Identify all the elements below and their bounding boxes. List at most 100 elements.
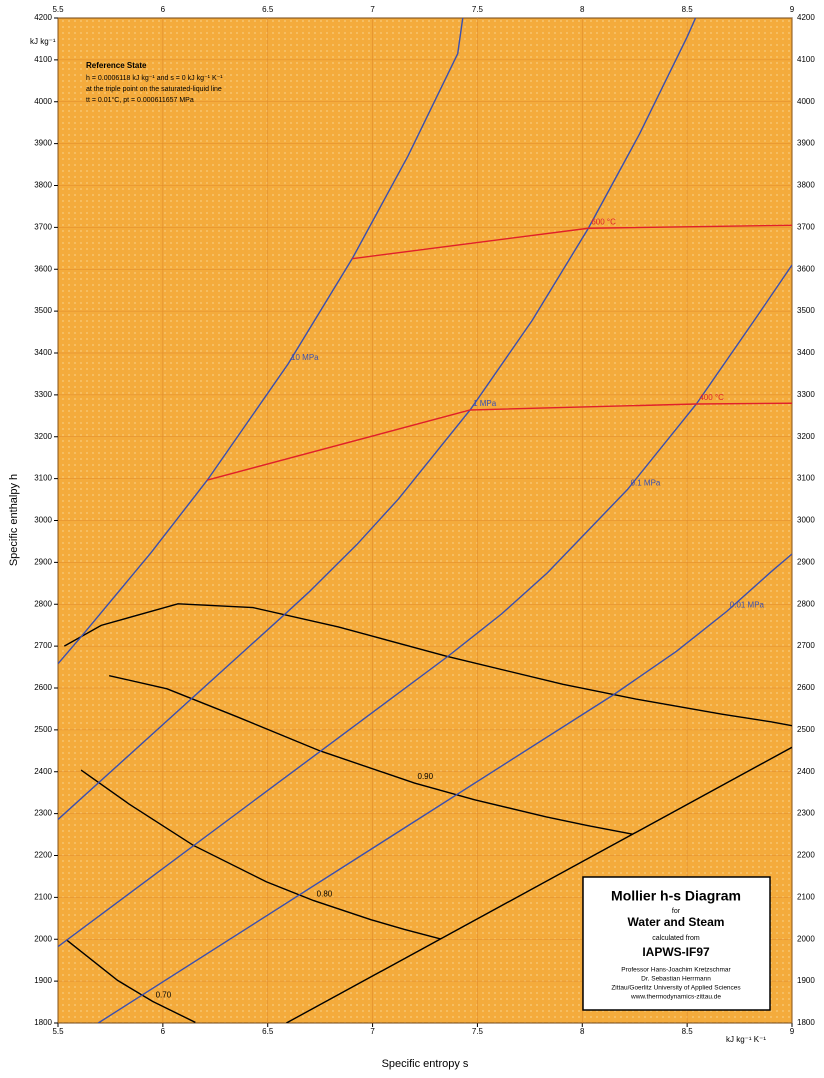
y-tick-label: 3400: [34, 348, 52, 357]
y-tick-label: 2200: [34, 851, 52, 860]
credit: Professor Hans-Joachim Kretzschmar: [621, 967, 731, 974]
y-tick-label: 1800: [34, 1018, 52, 1027]
y-tick-label: 2600: [797, 683, 815, 692]
x-tick-label: 7: [370, 5, 375, 14]
y-tick-label: 2300: [34, 809, 52, 818]
curve-label: 0.1 MPa: [631, 478, 661, 487]
substance: Water and Steam: [628, 915, 725, 929]
curves: [58, 18, 792, 1023]
x-tick-label: 9: [790, 1027, 795, 1036]
x-tick-label: 5.5: [52, 5, 64, 14]
y-tick-label: 3900: [797, 139, 815, 148]
reference-state: Reference State h = 0.0006118 kJ kg⁻¹ an…: [86, 61, 223, 104]
curve: [109, 674, 633, 835]
calculated-from: calculated from: [652, 935, 700, 942]
y-tick-label: 1900: [34, 976, 52, 985]
y-tick-label: 3100: [34, 474, 52, 483]
credit: www.thermodynamics-zittau.de: [630, 994, 721, 1001]
curve: [207, 402, 792, 481]
y-tick-label: 3500: [797, 306, 815, 315]
y-tick-label: 3500: [34, 306, 52, 315]
y-tick-label: 4100: [797, 55, 815, 64]
y-tick-label: 4100: [34, 55, 52, 64]
y-tick-label: 2100: [34, 892, 52, 901]
credit: Zittau/Goerlitz University of Applied Sc…: [611, 985, 741, 992]
y-tick-label: 2200: [797, 851, 815, 860]
x-tick-label: 6.5: [262, 1027, 274, 1036]
x-unit: kJ kg⁻¹ K⁻¹: [726, 1035, 766, 1044]
y-tick-label: 3000: [797, 516, 815, 525]
y-tick-label: 3600: [797, 264, 815, 273]
y-tick-label: 2400: [34, 767, 52, 776]
x-tick-label: 8.5: [682, 1027, 694, 1036]
curve-label: 0.01 MPa: [730, 600, 765, 609]
y-tick-label: 2000: [34, 934, 52, 943]
y-tick-label: 3300: [797, 390, 815, 399]
curve: [58, 264, 792, 948]
y-tick-label: 3200: [34, 432, 52, 441]
y-tick-label: 2900: [34, 557, 52, 566]
y-tick-label: 3200: [797, 432, 815, 441]
reference-title: Reference State: [86, 61, 147, 70]
reference-line: h = 0.0006118 kJ kg⁻¹ and s = 0 kJ kg⁻¹ …: [86, 75, 223, 82]
title-box-frame: [582, 876, 771, 1011]
x-tick-label: 5.5: [52, 1027, 64, 1036]
formulation: IAPWS-IF97: [642, 945, 710, 959]
y-tick-label: 1800: [797, 1018, 815, 1027]
y-tick-label: 2700: [34, 641, 52, 650]
y-tick-label: 3800: [797, 181, 815, 190]
y-axis-label: Specific enthalpy h: [8, 474, 20, 566]
x-axis-label: Specific entropy s: [382, 1058, 469, 1070]
x-tick-label: 7.5: [472, 5, 484, 14]
x-tick-label: 9: [790, 5, 795, 14]
x-tick-label: 6: [161, 5, 166, 14]
curve-label: 1 MPa: [473, 399, 497, 408]
y-tick-label: 1900: [797, 976, 815, 985]
y-tick-label: 2500: [34, 725, 52, 734]
y-tick-label: 3800: [34, 181, 52, 190]
y-tick-label: 4000: [34, 97, 52, 106]
y-tick-label: 3000: [34, 516, 52, 525]
credit: Dr. Sebastian Herrmann: [641, 976, 711, 983]
y-tick-label: 2500: [797, 725, 815, 734]
title-for: for: [672, 908, 681, 915]
y-tick-label: 3700: [797, 222, 815, 231]
curve-label: 10 MPa: [291, 353, 319, 362]
curve: [352, 224, 792, 260]
grid: [54, 17, 793, 1027]
curve: [80, 769, 441, 940]
y-tick-label: 2400: [797, 767, 815, 776]
y-tick-label: 4000: [797, 97, 815, 106]
curve: [97, 553, 792, 1023]
x-tick-label: 8.5: [682, 5, 694, 14]
y-tick-label: 3400: [797, 348, 815, 357]
x-tick-label: 6.5: [262, 5, 274, 14]
y-tick-label: 2300: [797, 809, 815, 818]
y-tick-label: 2900: [797, 557, 815, 566]
y-tick-label: 4200: [797, 13, 815, 22]
y-tick-label: 2000: [797, 934, 815, 943]
y-tick-label: 3900: [34, 139, 52, 148]
curve-label: 0.70: [156, 990, 172, 999]
curve-label: 400 °C: [699, 393, 724, 402]
y-tick-label: 2600: [34, 683, 52, 692]
y-tick-label: 2100: [797, 892, 815, 901]
x-tick-label: 6: [161, 1027, 166, 1036]
curve-label: 600 °C: [591, 217, 616, 226]
y-tick-label: 3700: [34, 222, 52, 231]
y-tick-label: 4200: [34, 13, 52, 22]
curve: [58, 18, 464, 665]
curve-label: 0.80: [317, 890, 333, 899]
y-tick-label: 2700: [797, 641, 815, 650]
curve: [286, 746, 792, 1023]
curve: [65, 939, 196, 1023]
x-tick-label: 8: [580, 5, 585, 14]
y-tick-label: 3100: [797, 474, 815, 483]
curve-label: 0.90: [418, 772, 434, 781]
x-tick-label: 7: [370, 1027, 375, 1036]
reference-line: tt = 0.01°C, pt = 0.000611657 MPa: [86, 96, 194, 104]
x-tick-label: 8: [580, 1027, 585, 1036]
title-box: Mollier h-s Diagram for Water and Steam …: [582, 876, 771, 1011]
